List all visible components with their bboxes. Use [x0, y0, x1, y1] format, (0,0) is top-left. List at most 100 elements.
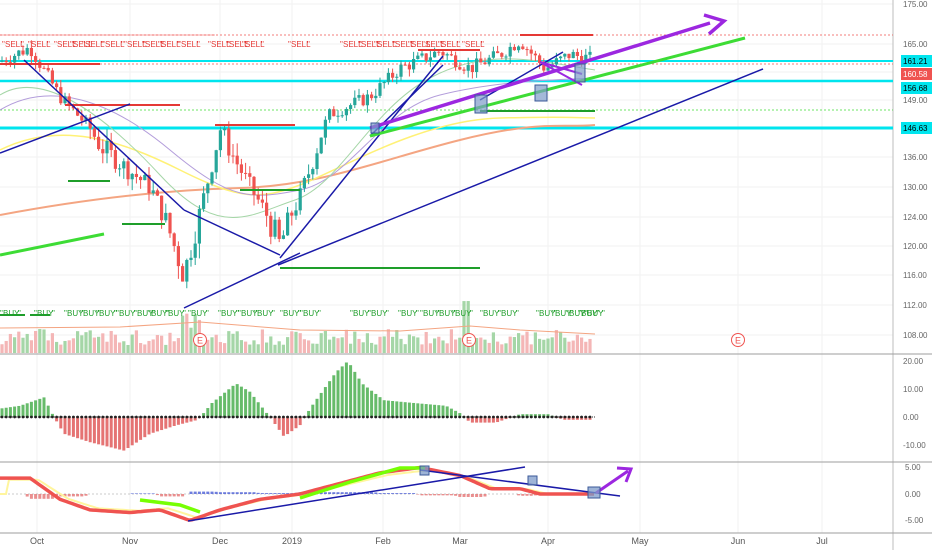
histogram-dot	[450, 415, 453, 419]
histogram-dot	[546, 415, 550, 419]
histogram-dot	[345, 415, 348, 419]
candle-up	[189, 257, 193, 260]
oscillator-bar	[349, 492, 353, 494]
volume-bar	[34, 330, 38, 353]
oscillator-main-line-up	[299, 466, 425, 500]
candle-down	[370, 94, 374, 99]
sell-signal-label: SELL	[291, 40, 311, 49]
reference-lines	[0, 34, 893, 130]
histogram-bar	[92, 417, 96, 444]
histogram-bar	[399, 401, 403, 417]
histogram-bar	[475, 417, 479, 423]
buy-quote: "	[254, 309, 257, 318]
buy-quote: "	[280, 309, 283, 318]
histogram-bar	[172, 417, 176, 426]
buy-signal-label: BUY	[455, 309, 472, 318]
sell-signal-label: SELL	[465, 40, 485, 49]
histogram-bar	[13, 406, 17, 417]
price-tick-label: 149.00	[903, 96, 928, 105]
histogram-bar	[8, 407, 12, 417]
histogram-bar	[311, 404, 315, 417]
buy-signal: " BUY"	[566, 309, 587, 318]
volume-bar	[533, 332, 537, 353]
buy-signal-label: BUY	[83, 309, 100, 318]
volume-bar	[59, 344, 63, 353]
buy-signal: " BUY"	[96, 309, 117, 318]
candle-up	[130, 173, 134, 180]
buy-quote: "	[566, 309, 569, 318]
buy-signal: " BUY"	[238, 309, 259, 318]
volume-bars	[0, 301, 596, 353]
buy-quote: "	[165, 309, 168, 318]
earnings-marker: E	[193, 333, 207, 347]
histogram-bar	[265, 412, 269, 417]
volume-bar	[172, 341, 176, 353]
histogram-bar	[105, 417, 109, 447]
buy-quote: "	[554, 309, 557, 318]
sell-signal: " SELL"	[462, 40, 485, 49]
histogram-bar	[126, 417, 130, 449]
volume-bar	[378, 336, 382, 353]
candle-down	[265, 202, 269, 216]
oscillator-bar	[80, 494, 84, 497]
buy-quote: "	[350, 309, 353, 318]
histogram-bar	[42, 397, 46, 417]
oscillator-bar	[353, 492, 357, 494]
buy-signal: " BUY"	[480, 309, 501, 318]
volume-bar	[29, 340, 33, 353]
candle-up	[118, 168, 122, 170]
histogram-dot	[139, 415, 143, 419]
buy-quote: "	[114, 309, 117, 318]
candle-down	[407, 64, 411, 70]
earnings-label: E	[197, 336, 203, 346]
histogram-bar	[84, 417, 88, 441]
buy-quote: "	[188, 309, 191, 318]
histogram-dot	[0, 415, 4, 419]
histogram-dot	[67, 415, 71, 419]
volume-bar	[227, 331, 231, 353]
histogram-dot	[265, 415, 268, 419]
candle-down	[458, 67, 462, 70]
sell-quote: "	[392, 40, 395, 49]
oscillator-bar	[25, 494, 29, 497]
volume-bar	[454, 339, 458, 353]
histogram-dot	[429, 415, 432, 419]
sell-quote: "	[54, 40, 57, 49]
candle-up	[323, 119, 327, 138]
candle-down	[181, 266, 185, 282]
price-tick-label: 120.00	[903, 242, 928, 251]
histogram-dot	[143, 415, 147, 419]
x-axis: Oct Nov Dec 2019 Feb Mar Apr May Jun Jul	[30, 536, 828, 546]
price-marker: 161.21	[901, 55, 932, 67]
sell-quote: "	[340, 40, 343, 49]
candle-down	[260, 199, 264, 203]
sell-quote: "	[408, 40, 411, 49]
sell-quote: "	[143, 40, 146, 49]
histogram-bar	[357, 378, 361, 417]
candle-up	[223, 128, 227, 131]
histogram-bar	[307, 410, 311, 417]
candle-down	[290, 212, 294, 216]
oscillator-bar	[470, 494, 474, 497]
candles	[0, 40, 592, 289]
volume-bar	[525, 331, 529, 353]
volume-bar	[63, 340, 67, 353]
candle-down	[172, 233, 176, 247]
histogram-dot	[34, 415, 37, 419]
oscillator-bar	[424, 494, 428, 496]
trendline-blue	[0, 103, 131, 154]
histogram-bar	[298, 417, 302, 426]
volume-bar	[88, 330, 92, 353]
oscillator-bar	[42, 494, 46, 499]
volume-bar	[218, 342, 222, 353]
candle-down	[147, 174, 151, 194]
earnings-circle	[731, 333, 745, 347]
oscillator-bar	[449, 494, 453, 496]
buy-quote: "	[96, 309, 99, 318]
price-tick-label: 124.00	[903, 213, 928, 222]
histogram-dot	[214, 415, 218, 419]
x-tick-label: Mar	[452, 536, 468, 546]
oscillator-bar	[235, 492, 239, 494]
histogram-dot	[445, 415, 449, 419]
candle-up	[286, 212, 290, 236]
